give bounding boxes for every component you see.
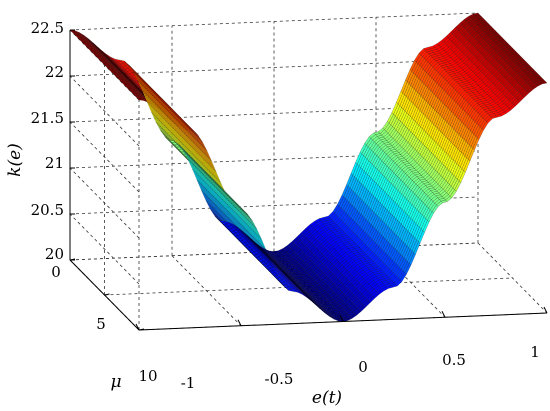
z-tick-label: 20.5 (31, 201, 64, 219)
y-tick-mark (138, 328, 145, 331)
x-tick-mark (441, 311, 446, 318)
x-tick-mark (237, 319, 242, 326)
z-tick-label: 22 (45, 63, 64, 81)
z-tick-label: 21.5 (31, 109, 64, 127)
z-tick-label: 22.5 (31, 19, 64, 37)
y-tick-mark (69, 258, 76, 261)
surface-mesh (69, 12, 548, 322)
z-grid-line (69, 213, 140, 285)
z-tick-label: 20 (45, 245, 64, 263)
z-tick-label: 21 (45, 154, 64, 172)
x-tick-label: 0 (358, 358, 368, 376)
z-axis-ticks: 20 20.5 21 21.5 22 22.5 (31, 19, 64, 263)
y-tick-label: 0 (51, 263, 61, 281)
z-grid-line (69, 12, 479, 31)
z-grid-line (69, 58, 479, 77)
x-tick-label: 0.5 (442, 351, 466, 369)
y-tick-mark (104, 293, 110, 296)
surface-patch (473, 12, 481, 16)
x-tick-label: 1 (530, 343, 540, 361)
x-tick-mark (135, 323, 140, 331)
axis-frame (69, 29, 548, 331)
z-grid-line (69, 196, 479, 215)
x-tick-mark (339, 315, 344, 322)
x-tick-label: -0.5 (265, 370, 294, 388)
y-tick-label: 5 (96, 315, 106, 333)
x-axis-ticks: -1 -0.5 0 0.5 1 (181, 343, 540, 392)
x-axis-label: e(t) (312, 388, 342, 408)
x-tick-mark (543, 306, 548, 314)
z-axis-label: k(e) (5, 143, 25, 177)
y-axis-label: μ (110, 372, 121, 392)
y-axis-ticks: 0 5 10 (51, 263, 157, 385)
y-tick-label: 10 (138, 367, 157, 385)
z-grid-line (69, 75, 140, 147)
x-tick-label: -1 (181, 374, 196, 392)
